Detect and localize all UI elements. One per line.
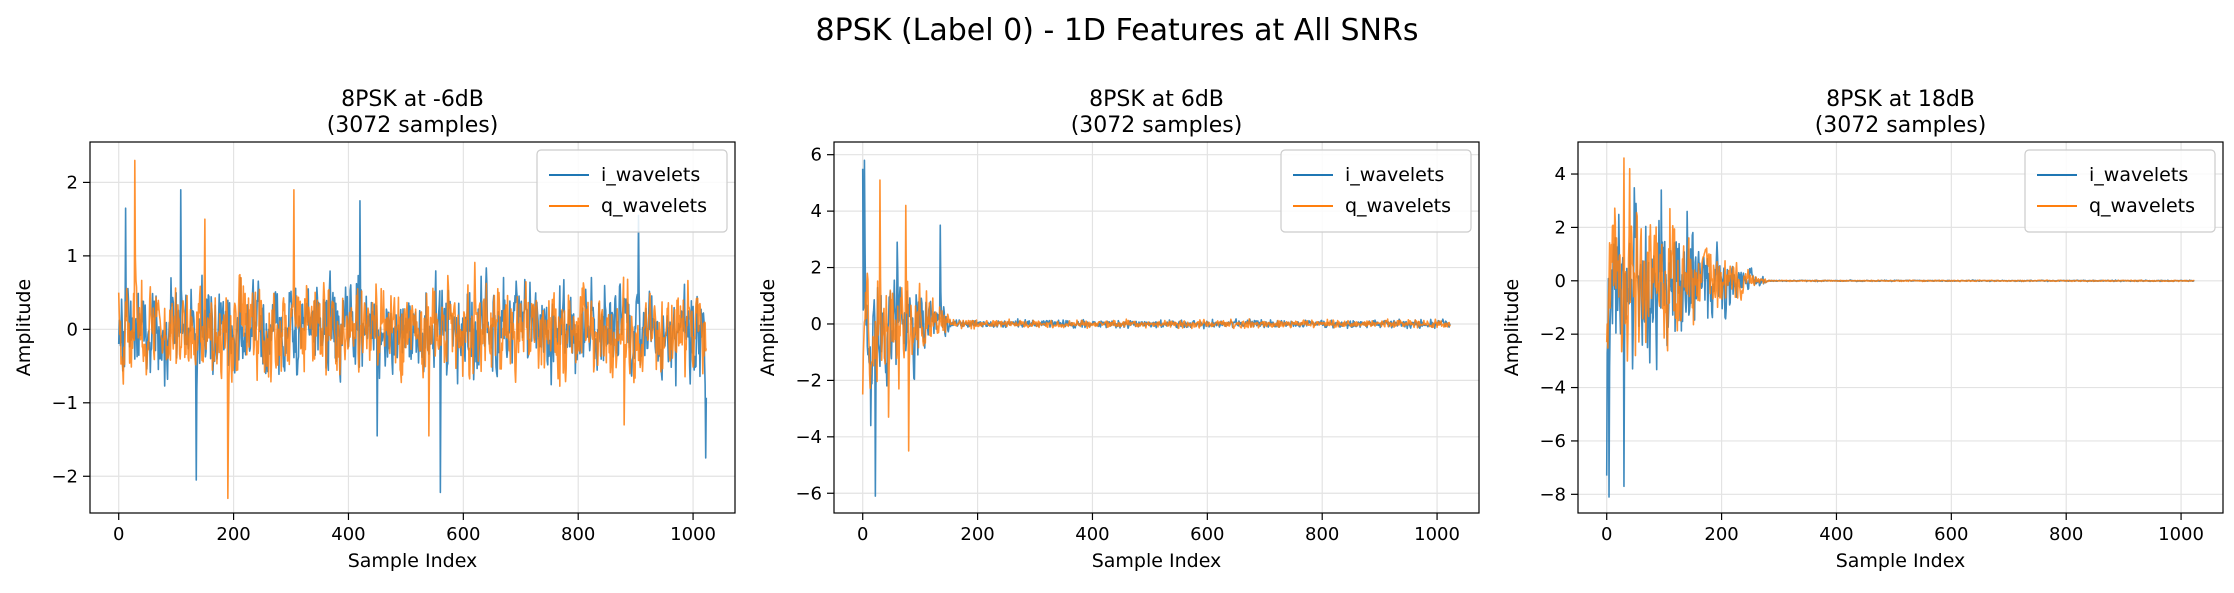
y-tick-label: 4	[1555, 164, 1566, 185]
x-tick-label: 800	[561, 524, 595, 545]
plot-area	[861, 159, 1451, 497]
figure-title: 8PSK (Label 0) - 1D Features at All SNRs	[816, 13, 1419, 48]
series-line-q_wavelets	[117, 159, 708, 500]
legend-label-q_wavelets: q_wavelets	[1345, 195, 1451, 217]
subplot-title: 8PSK at -6dB	[341, 87, 484, 112]
subplot-title: 8PSK at 18dB	[1826, 87, 1975, 112]
legend-label-q_wavelets: q_wavelets	[601, 195, 707, 217]
y-tick-label: −8	[1539, 484, 1566, 505]
x-tick-label: 1000	[670, 524, 716, 545]
plot-area	[1605, 157, 2195, 498]
axes-frame	[89, 141, 736, 514]
x-tick-label: 800	[2049, 524, 2083, 545]
x-tick-label: 400	[331, 524, 365, 545]
legend: i_wavelets q_wavelets	[536, 149, 728, 233]
legend: i_wavelets q_wavelets	[2024, 149, 2216, 233]
subplot-2: 8PSK at 6dB(3072 samples) 0 200 400 600 800 10…	[757, 87, 1480, 572]
x-tick-label: 0	[113, 524, 124, 545]
y-tick-label: 6	[811, 145, 822, 166]
y-tick-label: 2	[1555, 217, 1566, 238]
legend-label-q_wavelets: q_wavelets	[2089, 195, 2195, 217]
x-tick-label: 400	[1819, 524, 1853, 545]
x-tick-label: 600	[1190, 524, 1224, 545]
legend: i_wavelets q_wavelets	[1280, 149, 1472, 233]
subplot-subtitle: (3072 samples)	[1815, 113, 1987, 138]
x-tick-label: 200	[216, 524, 250, 545]
series-line-q_wavelets	[861, 179, 1451, 452]
subplot-1: 8PSK at -6dB(3072 samples) 0 200 400 600 800 1…	[13, 87, 736, 572]
subplot-subtitle: (3072 samples)	[327, 113, 499, 138]
x-tick-label: 600	[446, 524, 480, 545]
y-tick-label: −1	[51, 393, 78, 414]
y-tick-label: −6	[1539, 431, 1566, 452]
y-tick-label: −4	[1539, 378, 1566, 399]
x-tick-label: 200	[1704, 524, 1738, 545]
y-tick-label: 2	[67, 172, 78, 193]
y-tick-label: 0	[811, 314, 822, 335]
x-tick-label: 1000	[2158, 524, 2204, 545]
y-tick-label: −4	[795, 427, 822, 448]
x-tick-label: 0	[1601, 524, 1612, 545]
subplot-3: 8PSK at 18dB(3072 samples) 0 200 400 600 800 1…	[1501, 87, 2224, 572]
y-axis-label: Amplitude	[13, 279, 35, 376]
x-tick-label: 1000	[1414, 524, 1460, 545]
y-axis-label: Amplitude	[1501, 279, 1523, 376]
x-tick-label: 400	[1075, 524, 1109, 545]
axes-frame	[833, 141, 1480, 514]
y-tick-label: −2	[795, 370, 822, 391]
x-tick-label: 800	[1305, 524, 1339, 545]
x-axis-label: Sample Index	[1092, 550, 1222, 572]
axes-frame	[1577, 141, 2224, 514]
x-axis-label: Sample Index	[348, 550, 478, 572]
series-line-q_wavelets	[1605, 157, 2195, 362]
x-tick-label: 0	[857, 524, 868, 545]
y-tick-label: 2	[811, 258, 822, 279]
legend-label-i_wavelets: i_wavelets	[1345, 164, 1444, 186]
legend-box	[536, 149, 728, 233]
y-tick-label: 0	[1555, 271, 1566, 292]
y-tick-label: 4	[811, 201, 822, 222]
subplot-subtitle: (3072 samples)	[1071, 113, 1243, 138]
y-tick-label: 0	[67, 319, 78, 340]
legend-label-i_wavelets: i_wavelets	[601, 164, 700, 186]
y-tick-label: −2	[51, 466, 78, 487]
y-tick-label: −2	[1539, 324, 1566, 345]
legend-label-i_wavelets: i_wavelets	[2089, 164, 2188, 186]
legend-box	[2024, 149, 2216, 233]
y-axis-label: Amplitude	[757, 279, 779, 376]
y-tick-label: 1	[67, 246, 78, 267]
legend-box	[1280, 149, 1472, 233]
plot-area	[117, 159, 708, 500]
subplot-title: 8PSK at 6dB	[1089, 87, 1224, 112]
x-tick-label: 200	[960, 524, 994, 545]
x-axis-label: Sample Index	[1836, 550, 1966, 572]
series-line-i_wavelets	[1605, 186, 2195, 498]
x-tick-label: 600	[1934, 524, 1968, 545]
y-tick-label: −6	[795, 483, 822, 504]
